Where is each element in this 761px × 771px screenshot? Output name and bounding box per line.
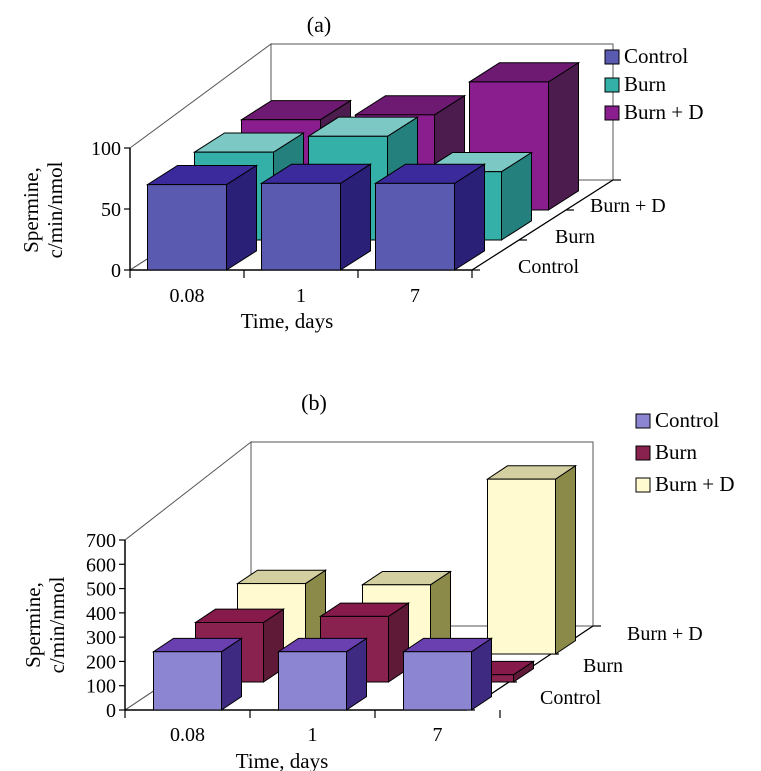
y-tick-label: 400 (86, 603, 116, 625)
x-tick-label: 1 (296, 285, 306, 307)
depth-label: Burn (555, 226, 595, 248)
legend-swatch (604, 105, 620, 121)
y-axis-label-line: Spermine, (19, 167, 43, 253)
bar-front-face (403, 651, 472, 711)
x-axis-label: Time, days (241, 309, 334, 333)
bar-control-0_08 (151, 637, 244, 711)
bar-control-1 (259, 163, 373, 271)
x-tick-label: 1 (308, 724, 318, 746)
y-tick-label: 100 (86, 676, 116, 698)
legend-swatch (604, 77, 620, 93)
panel-label: (a) (307, 12, 331, 37)
legend-entry: Burn + D (624, 100, 704, 124)
legend-swatch (635, 445, 651, 461)
y-tick-label: 0 (111, 260, 121, 282)
depth-label: Burn (583, 655, 623, 677)
bar-front-face (153, 651, 222, 711)
bar-front-face (487, 478, 556, 655)
bar-control-7 (373, 163, 487, 271)
y-tick-label: 200 (86, 651, 116, 673)
x-tick-label: 7 (433, 724, 443, 746)
depth-axis (471, 179, 614, 271)
bar-front-face (278, 651, 347, 711)
x-tick-label: 0.08 (170, 724, 205, 746)
y-tick-label: 700 (86, 530, 116, 552)
depth-label: Burn + D (590, 195, 666, 217)
legend-entry: Control (655, 408, 719, 432)
legend-swatch (604, 49, 620, 65)
y-axis-label-line: c/min/nmol (43, 161, 67, 258)
y-axis-label-line: Spermine, (21, 582, 45, 668)
y-tick-label: 300 (86, 627, 116, 649)
legend-entry: Burn + D (655, 472, 735, 496)
legend-swatch (635, 477, 651, 493)
x-axis-label: Time, days (236, 749, 329, 771)
y-tick-label: 600 (86, 554, 116, 576)
bar-burn-d-7 (485, 464, 578, 655)
y-axis-label: Spermine,c/min/nmol (21, 576, 69, 673)
y-axis-label: Spermine,c/min/nmol (19, 161, 67, 258)
bar-side-face (548, 61, 579, 211)
y-tick-label: 50 (101, 199, 121, 221)
legend: Control Burn Burn + D (635, 408, 735, 496)
x-tick-label: 7 (410, 285, 420, 307)
depth-label: Control (518, 256, 580, 278)
bar-burn-d-7 (467, 61, 581, 211)
y-tick-label: 0 (106, 700, 116, 722)
bar-control-1 (276, 637, 369, 711)
chart-panel-a: (a) 0 50 100 0.08 1 7 Control Burn Burn + D Spermi… (19, 12, 704, 333)
y-axis-label-line: c/min/nmol (45, 576, 69, 673)
bar-front-face (261, 182, 341, 271)
panel-label: (b) (301, 390, 327, 415)
bar-control-7 (401, 637, 494, 711)
legend-entry: Burn (655, 440, 698, 464)
bar-control-0_08 (145, 164, 259, 271)
legend-swatch (635, 413, 651, 429)
y-tick-label: 500 (86, 579, 116, 601)
legend-entry: Control (624, 44, 688, 68)
bar-side-face (555, 464, 576, 655)
depth-label: Control (540, 687, 602, 709)
y-tick-label: 100 (91, 138, 121, 160)
bar-front-face (375, 182, 455, 271)
depth-label: Burn + D (627, 623, 703, 645)
legend: Control Burn Burn + D (604, 44, 704, 124)
x-tick-label: 0.08 (170, 285, 205, 307)
legend-entry: Burn (624, 72, 667, 96)
bar-front-face (147, 184, 227, 271)
